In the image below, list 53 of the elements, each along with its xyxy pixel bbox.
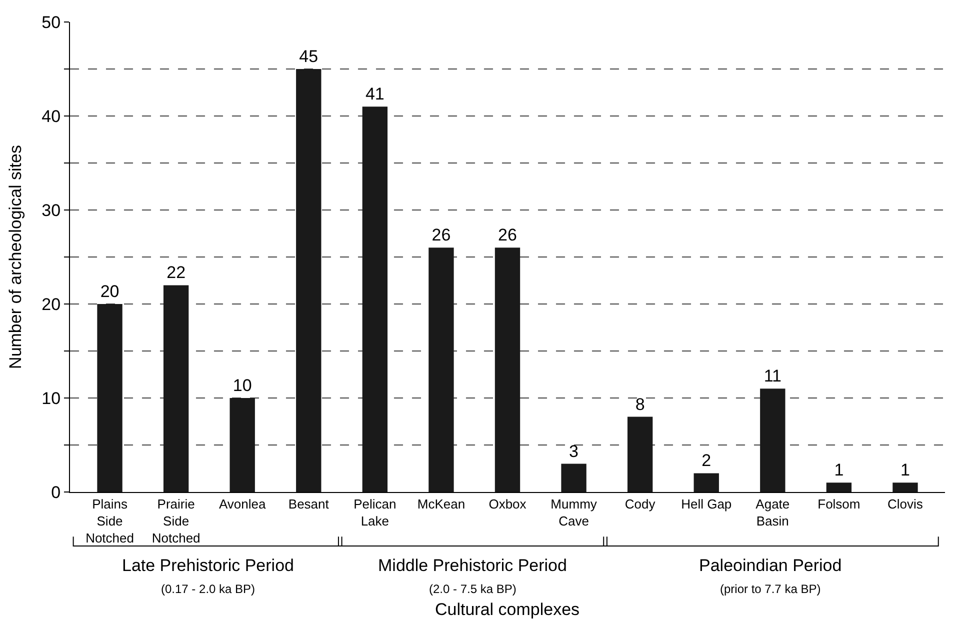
x-tick-label: Clovis: [888, 496, 924, 512]
bar: [163, 285, 189, 492]
bar: [760, 388, 786, 492]
x-tick-label: Mummy Cave: [550, 496, 598, 528]
data-label: 20: [100, 282, 120, 301]
data-label: 22: [166, 263, 186, 282]
text: (prior to 7.7 ka BP): [720, 582, 821, 596]
data-label: 26: [498, 226, 517, 245]
data-label: 8: [635, 394, 645, 414]
x-tick-label: Oxbox: [488, 496, 527, 512]
data-label: 3: [569, 442, 579, 461]
y-tick-label: 20: [42, 294, 61, 314]
text: Paleoindian Period: [699, 556, 842, 575]
x-tick-label: Pelican Lake: [354, 496, 396, 528]
text: (0.17 - 2.0 ka BP): [161, 582, 256, 596]
text: Middle Prehistoric Period: [378, 556, 567, 575]
bar: [561, 464, 586, 492]
x-tick-label: Prairie Side Notched: [152, 496, 200, 546]
y-tick-label: 30: [42, 200, 61, 220]
bar: [892, 482, 918, 492]
x-tick-label: Plains Side Notched: [86, 496, 134, 546]
bar: [627, 416, 653, 492]
data-label: 10: [232, 376, 252, 395]
x-tick-label: Besant: [288, 496, 330, 512]
data-label: 1: [900, 460, 910, 480]
x-tick-label: Folsom: [818, 496, 860, 512]
y-tick-label: 40: [42, 106, 61, 126]
data-label: 1: [834, 460, 844, 480]
y-tick-label: 0: [51, 482, 61, 502]
x-tick-label: Avonlea: [218, 496, 266, 512]
bar: [826, 482, 852, 492]
text: Late Prehistoric Period: [122, 556, 294, 575]
y-tick-label: 50: [42, 12, 61, 32]
bar: [296, 69, 322, 492]
bar: [494, 248, 520, 492]
x-axis-title: Cultural complexes: [435, 600, 580, 619]
bar: [97, 304, 122, 492]
bar: [362, 106, 388, 492]
x-tick-label: McKean: [417, 496, 466, 512]
data-label: 2: [702, 451, 712, 470]
x-tick-label: Cody: [624, 496, 656, 512]
data-label: 45: [299, 47, 318, 66]
bar: [230, 398, 255, 492]
x-tick-label: Hell Gap: [681, 496, 732, 512]
x-tick-label: Agate Basin: [756, 496, 790, 528]
bar: [694, 473, 719, 492]
y-tick-label: 10: [42, 388, 61, 408]
text: (2.0 - 7.5 ka BP): [429, 582, 516, 596]
data-label: 11: [764, 366, 782, 386]
data-label: 41: [365, 84, 384, 104]
y-axis-title: Number of archeological sites: [6, 145, 26, 369]
data-label: 26: [432, 226, 451, 245]
bar: [428, 248, 454, 492]
